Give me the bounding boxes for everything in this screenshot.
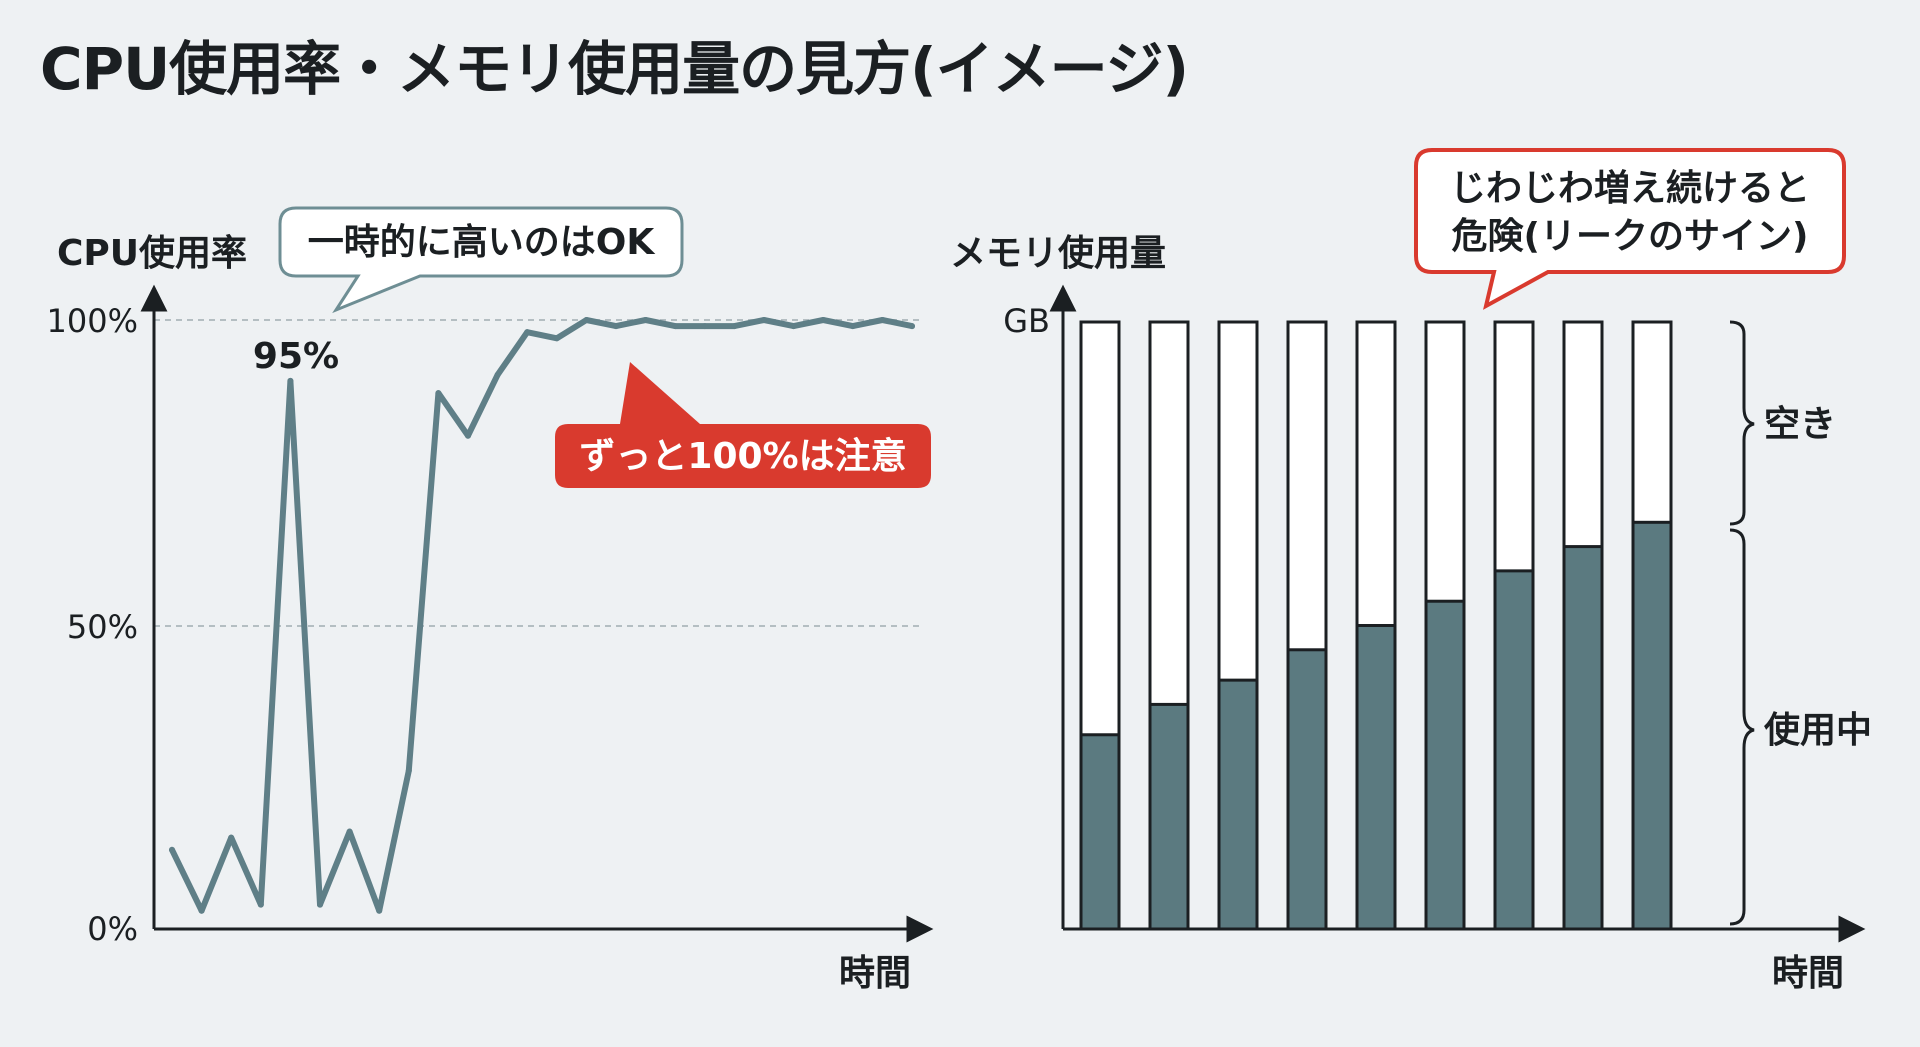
warning-callout-bubble: [555, 362, 931, 488]
cpu-y-tick-0: 0%: [87, 910, 138, 948]
leak-callout-line2: 危険(リークのサイン): [1452, 216, 1809, 257]
mem-bar-used: [1562, 545, 1604, 931]
cpu-y-axis-label: CPU使用率: [57, 233, 247, 274]
cpu-point: [524, 329, 531, 336]
legend-free: 空き: [1764, 404, 1836, 445]
mem-y-axis-label: メモリ使用量: [950, 233, 1166, 274]
cpu-point: [761, 317, 767, 323]
cpu-point: [169, 846, 175, 853]
cpu-y-tick-100: 100%: [47, 302, 138, 340]
cpu-point: [257, 901, 264, 908]
cpu-series-line: [169, 317, 915, 914]
cpu-point: [731, 323, 738, 330]
cpu-point: [790, 323, 797, 330]
leak-callout: じわじわ増え続けると 危険(リークのサイン): [1414, 148, 1846, 310]
leak-callout-line1: じわじわ増え続けると: [1450, 168, 1810, 209]
mem-bar-used: [1355, 624, 1397, 931]
mem-bar-used: [1424, 599, 1466, 931]
legend-used: 使用中: [1764, 710, 1872, 751]
mem-bar-used: [1493, 569, 1535, 931]
ok-callout: 一時的に高いのはOK: [278, 206, 684, 314]
memory-chart: メモリ使用量 時間 GB 空き 使用中 じわじわ増え続けると 危険(リークのサイ…: [950, 148, 1872, 994]
ok-callout-bubble: [278, 206, 684, 314]
mem-bar-used: [1217, 678, 1259, 931]
ok-callout-text: 一時的に高いのはOK: [308, 222, 656, 263]
used-brace: [1729, 528, 1755, 926]
mem-bar-used: [1148, 702, 1190, 931]
cpu-point: [613, 323, 619, 330]
cpu-peak-label: 95%: [253, 336, 339, 377]
cpu-point: [849, 323, 856, 330]
cpu-x-axis-label: 時間: [839, 953, 911, 994]
cpu-chart: CPU使用率 時間 100% 50% 0% 95% 一時的に高いのはOK ずっと…: [47, 206, 934, 994]
cpu-point: [583, 317, 590, 323]
mem-bars: [1079, 320, 1673, 931]
cpu-point: [317, 901, 323, 908]
cpu-point: [198, 907, 205, 914]
cpu-point: [465, 432, 471, 439]
mem-bar-used: [1631, 520, 1673, 931]
cpu-point: [672, 323, 679, 330]
mem-bar-used: [1286, 648, 1328, 931]
mem-y-unit: GB: [1003, 302, 1050, 340]
warning-callout: ずっと100%は注意: [555, 362, 931, 488]
cpu-points: [169, 317, 915, 914]
cpu-point: [376, 907, 383, 914]
cpu-point: [494, 371, 501, 378]
cpu-point: [642, 317, 649, 323]
cpu-point: [909, 323, 915, 330]
cpu-point: [346, 828, 353, 835]
cpu-point: [820, 317, 827, 323]
cpu-point: [287, 377, 294, 384]
cpu-point: [405, 767, 412, 774]
mem-x-axis-label: 時間: [1772, 953, 1844, 994]
cpu-point: [553, 335, 560, 342]
leak-callout-bubble: [1414, 148, 1846, 310]
warning-callout-text: ずっと100%は注意: [579, 436, 906, 477]
page-title: CPU使用率・メモリ使用量の見方(イメージ): [40, 35, 1189, 103]
cpu-point: [879, 317, 886, 323]
cpu-y-tick-50: 50%: [67, 608, 138, 646]
cpu-point: [228, 834, 235, 841]
cpu-point: [435, 390, 442, 397]
cpu-point: [701, 323, 708, 330]
mem-bar-used: [1079, 733, 1121, 931]
free-brace: [1729, 320, 1755, 526]
